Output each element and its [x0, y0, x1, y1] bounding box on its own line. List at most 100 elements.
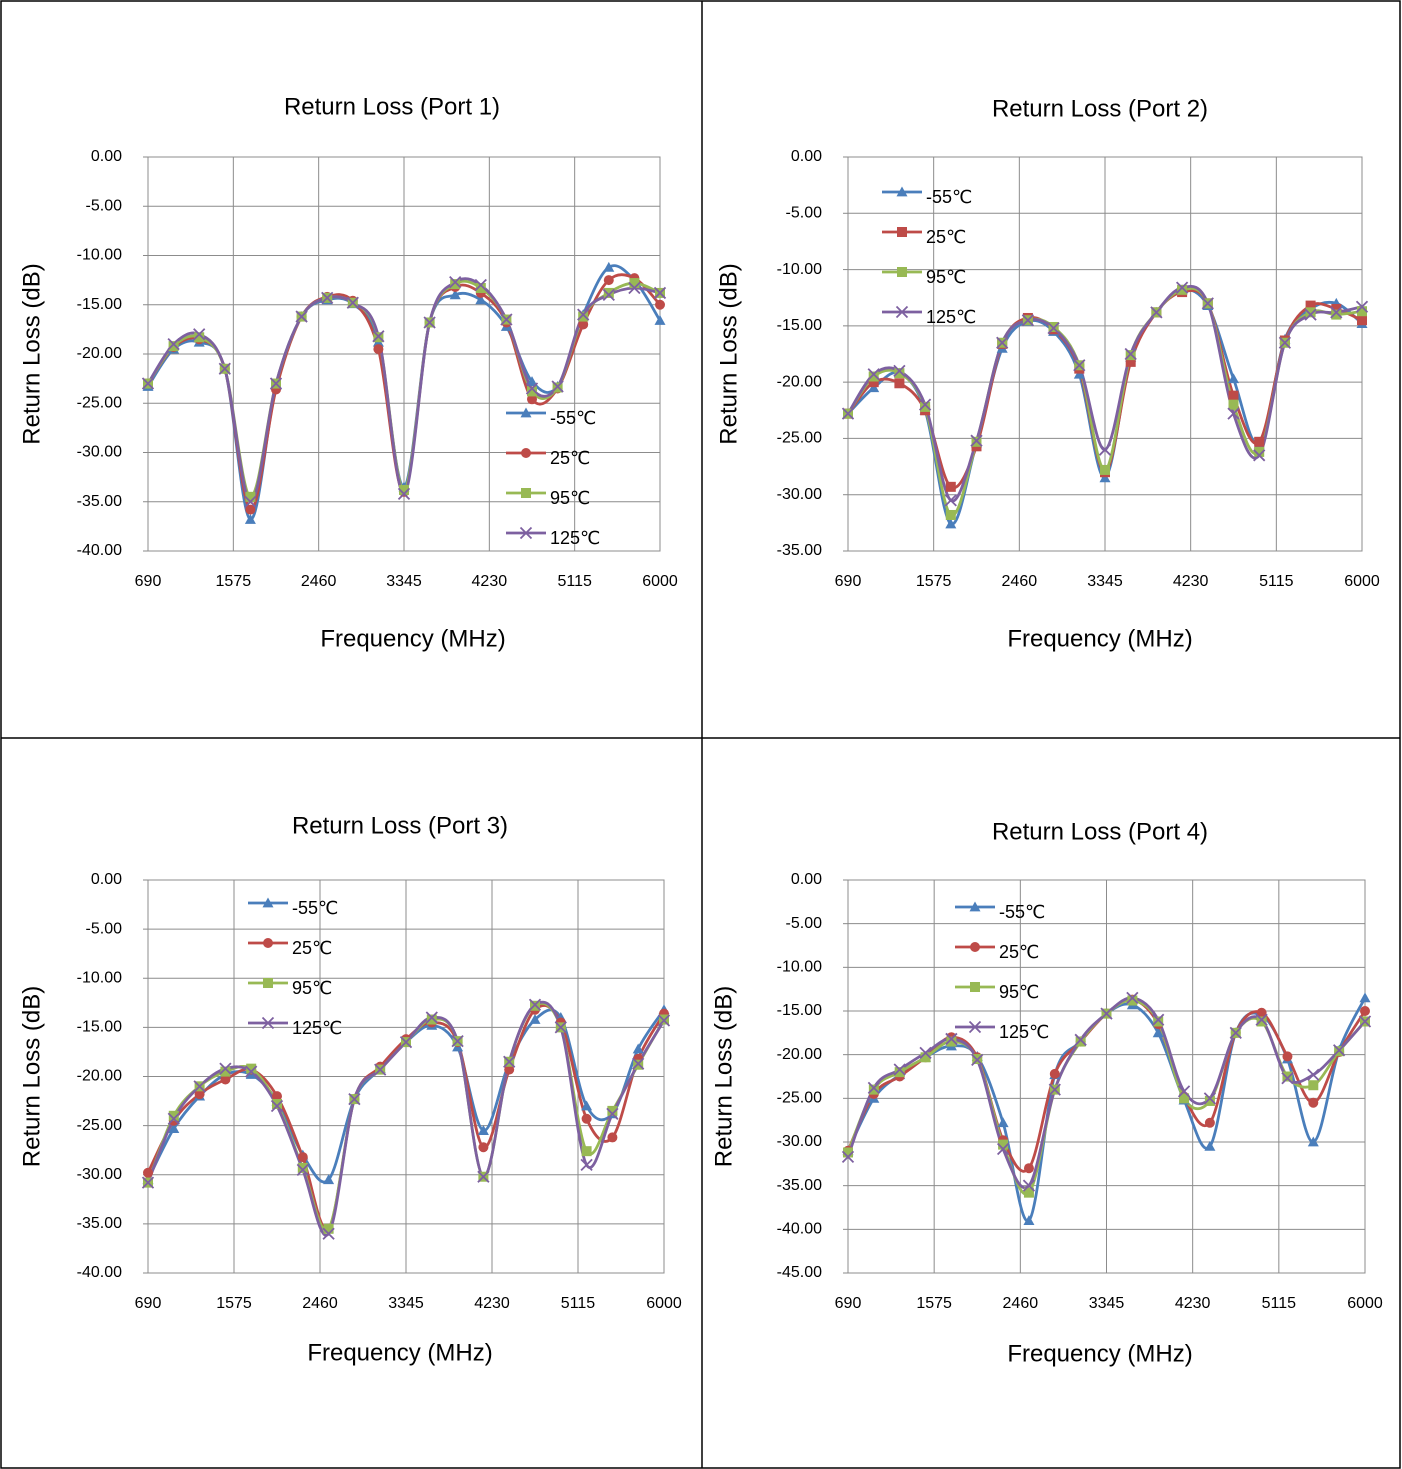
legend-label: 95℃ [550, 488, 590, 508]
marker [1254, 436, 1265, 447]
marker [346, 296, 359, 309]
marker [1331, 303, 1342, 314]
marker [143, 1167, 153, 1178]
x-tick-label: 3345 [1089, 1295, 1125, 1312]
y-tick-label: -30.00 [777, 1133, 822, 1150]
legend-label: 95℃ [926, 267, 966, 287]
legend-label: -55℃ [999, 902, 1045, 922]
marker [521, 488, 531, 498]
marker [1281, 1072, 1294, 1085]
marker [1075, 1036, 1086, 1047]
marker [554, 1021, 567, 1034]
y-tick-label: -10.00 [77, 969, 122, 986]
marker [244, 495, 257, 508]
marker [1175, 281, 1189, 294]
marker [581, 1113, 592, 1124]
x-tick-label: 690 [835, 1295, 862, 1312]
y-tick-label: -25.00 [777, 1090, 822, 1107]
marker [1048, 1083, 1061, 1096]
marker [168, 1123, 180, 1133]
marker [632, 1043, 644, 1054]
marker [945, 1032, 958, 1046]
legend-label: 125℃ [550, 528, 600, 548]
marker [263, 938, 273, 948]
marker [996, 1142, 1010, 1156]
marker [1073, 368, 1085, 379]
marker [868, 377, 879, 388]
marker [1099, 472, 1111, 483]
marker [657, 1014, 671, 1027]
marker [1228, 390, 1239, 401]
y-axis-title: Return Loss (dB) [710, 986, 737, 1167]
x-axis-title: Frequency (MHz) [320, 625, 505, 652]
marker [893, 1063, 906, 1076]
marker [449, 289, 461, 300]
marker [581, 1100, 593, 1111]
marker [193, 1080, 206, 1093]
marker [296, 1163, 309, 1176]
x-tick-label: 6000 [1347, 1295, 1383, 1312]
x-tick-label: 690 [835, 573, 862, 590]
marker [1203, 1092, 1217, 1105]
marker [245, 491, 256, 502]
marker [897, 267, 907, 277]
y-tick-label: -20.00 [777, 1046, 822, 1063]
marker [270, 1099, 284, 1113]
marker [1253, 449, 1266, 462]
marker [867, 1081, 880, 1094]
marker [167, 1112, 180, 1125]
marker [295, 310, 308, 323]
marker [374, 1063, 387, 1076]
marker [168, 1110, 179, 1121]
x-axis-title: Frequency (MHz) [1007, 1340, 1192, 1367]
y-tick-label: -40.00 [77, 542, 122, 559]
marker [945, 518, 957, 529]
y-tick-label: 0.00 [91, 871, 122, 888]
marker [920, 401, 931, 412]
x-tick-label: 4230 [1175, 1295, 1211, 1312]
x-tick-label: 3345 [1087, 573, 1123, 590]
marker [1127, 995, 1138, 1006]
marker [297, 1152, 308, 1163]
marker [1049, 1068, 1060, 1079]
marker [477, 1170, 490, 1183]
marker [1152, 1013, 1165, 1026]
y-tick-label: -40.00 [77, 1264, 122, 1281]
marker [263, 978, 273, 988]
marker [607, 1132, 618, 1143]
marker [218, 362, 231, 375]
y-tick-label: -5.00 [86, 197, 123, 214]
y-tick-label: -35.00 [77, 1215, 122, 1232]
y-tick-label: -10.00 [777, 959, 822, 976]
y-tick-label: -10.00 [777, 261, 822, 278]
marker [525, 382, 539, 395]
marker [1227, 407, 1240, 420]
marker [606, 1107, 619, 1120]
marker [1204, 1095, 1215, 1106]
marker [920, 1052, 931, 1063]
marker [578, 319, 589, 330]
marker [1177, 284, 1188, 295]
marker [654, 315, 666, 325]
x-tick-label: 3345 [388, 1295, 424, 1312]
marker [261, 1016, 275, 1030]
marker [970, 434, 983, 447]
y-tick-label: -5.00 [786, 205, 823, 222]
y-axis-title: Return Loss (dB) [18, 986, 45, 1167]
marker [577, 308, 590, 321]
marker [894, 1067, 905, 1078]
y-tick-label: -40.00 [777, 1221, 822, 1238]
marker [629, 278, 640, 289]
marker [897, 227, 907, 237]
y-tick-label: -15.00 [777, 317, 822, 334]
legend-label: 125℃ [999, 1022, 1049, 1042]
x-tick-label: 4230 [1173, 573, 1209, 590]
marker [551, 380, 564, 393]
marker [628, 281, 641, 295]
x-tick-label: 2460 [302, 1295, 338, 1312]
marker [220, 1074, 231, 1085]
x-tick-label: 2460 [1002, 573, 1038, 590]
y-tick-label: -30.00 [77, 444, 122, 461]
marker [321, 291, 334, 304]
y-tick-label: -30.00 [777, 486, 822, 503]
